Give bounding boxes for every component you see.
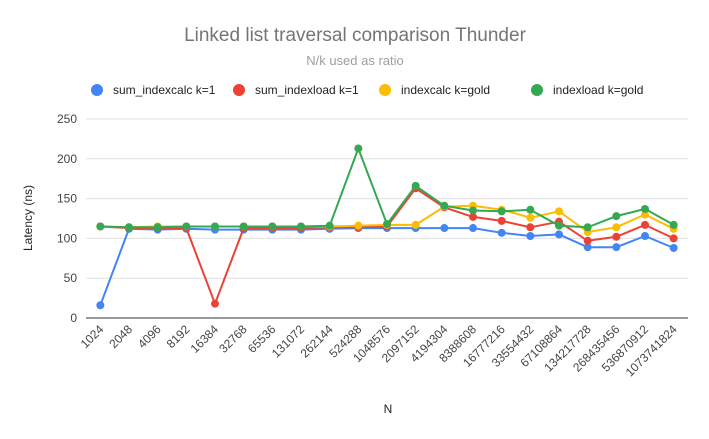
legend-label: indexcalc k=gold — [401, 83, 490, 97]
legend-item: sum_indexcalc k=1 — [91, 83, 216, 97]
legend-label: indexload k=gold — [553, 83, 643, 97]
legend-marker — [91, 84, 103, 96]
y-tick-label: 150 — [57, 192, 77, 206]
legend-label: sum_indexload k=1 — [255, 83, 359, 97]
y-tick-label: 0 — [70, 311, 77, 325]
plot-area — [96, 144, 678, 310]
data-point — [411, 220, 420, 229]
data-point — [96, 301, 105, 310]
legend-item: sum_indexload k=1 — [233, 83, 359, 97]
data-point — [297, 222, 305, 231]
data-point — [612, 212, 621, 221]
data-point — [526, 232, 535, 241]
data-point — [583, 236, 592, 245]
y-tick-label: 100 — [57, 231, 77, 245]
data-point — [211, 299, 219, 308]
legend-label: sum_indexcalc k=1 — [113, 83, 216, 97]
data-point — [469, 206, 477, 215]
chart-title: Linked list traversal comparison Thunder — [184, 25, 526, 46]
x-axis-title: N — [384, 402, 393, 416]
x-tick-label: 2048 — [106, 322, 135, 351]
data-point — [497, 207, 506, 216]
data-point — [182, 222, 191, 231]
legend-item: indexload k=gold — [531, 83, 643, 97]
x-tick-label: 1024 — [78, 322, 107, 351]
data-point — [354, 221, 363, 230]
data-point — [555, 230, 563, 239]
legend-marker — [379, 84, 391, 96]
data-point — [641, 204, 649, 213]
series-1 — [96, 224, 678, 310]
legend-item: indexcalc k=gold — [379, 83, 490, 97]
y-axis-ticks: 0 50 100 150 200 250 — [57, 112, 77, 325]
data-point — [555, 207, 563, 216]
data-point — [641, 232, 649, 241]
data-point — [555, 221, 563, 230]
series-line — [100, 147, 675, 229]
data-point — [383, 220, 391, 229]
data-point — [153, 223, 162, 232]
data-point — [354, 144, 363, 153]
data-point — [469, 212, 477, 221]
data-point — [211, 222, 219, 231]
y-tick-label: 250 — [57, 112, 77, 126]
data-point — [669, 243, 678, 252]
gridlines — [86, 118, 688, 319]
data-point — [125, 223, 133, 232]
x-tick-label: 32768 — [216, 322, 250, 356]
data-point — [583, 243, 592, 252]
data-point — [526, 205, 535, 214]
data-point — [669, 234, 678, 243]
data-point — [526, 223, 535, 232]
legend: sum_indexcalc k=1 sum_indexload k=1 indexc… — [91, 83, 643, 97]
data-point — [583, 223, 592, 232]
data-point — [268, 222, 277, 231]
data-point — [96, 222, 105, 231]
data-point — [612, 223, 621, 232]
data-point — [411, 181, 420, 190]
data-point — [440, 201, 449, 210]
data-point — [239, 222, 248, 231]
data-point — [497, 216, 506, 225]
data-point — [440, 224, 449, 233]
y-tick-label: 50 — [64, 271, 78, 285]
legend-marker — [531, 84, 543, 96]
data-point — [526, 213, 535, 222]
legend-marker — [233, 84, 245, 96]
y-tick-label: 200 — [57, 152, 77, 166]
chart-subtitle: N/k used as ratio — [306, 53, 404, 68]
data-point — [469, 224, 477, 233]
y-axis-title: Latency (ns) — [21, 185, 35, 251]
data-point — [641, 210, 649, 219]
data-point — [641, 220, 649, 229]
data-point — [669, 220, 678, 229]
data-point — [497, 228, 506, 237]
series-4 — [96, 144, 678, 232]
data-point — [612, 232, 621, 241]
x-tick-label: 16384 — [188, 322, 222, 356]
data-point — [325, 221, 334, 230]
x-axis-ticks: 1024 2048 4096 8192163843276865536131072262… — [78, 322, 680, 379]
x-tick-label: 4096 — [135, 322, 164, 351]
data-point — [612, 243, 621, 252]
